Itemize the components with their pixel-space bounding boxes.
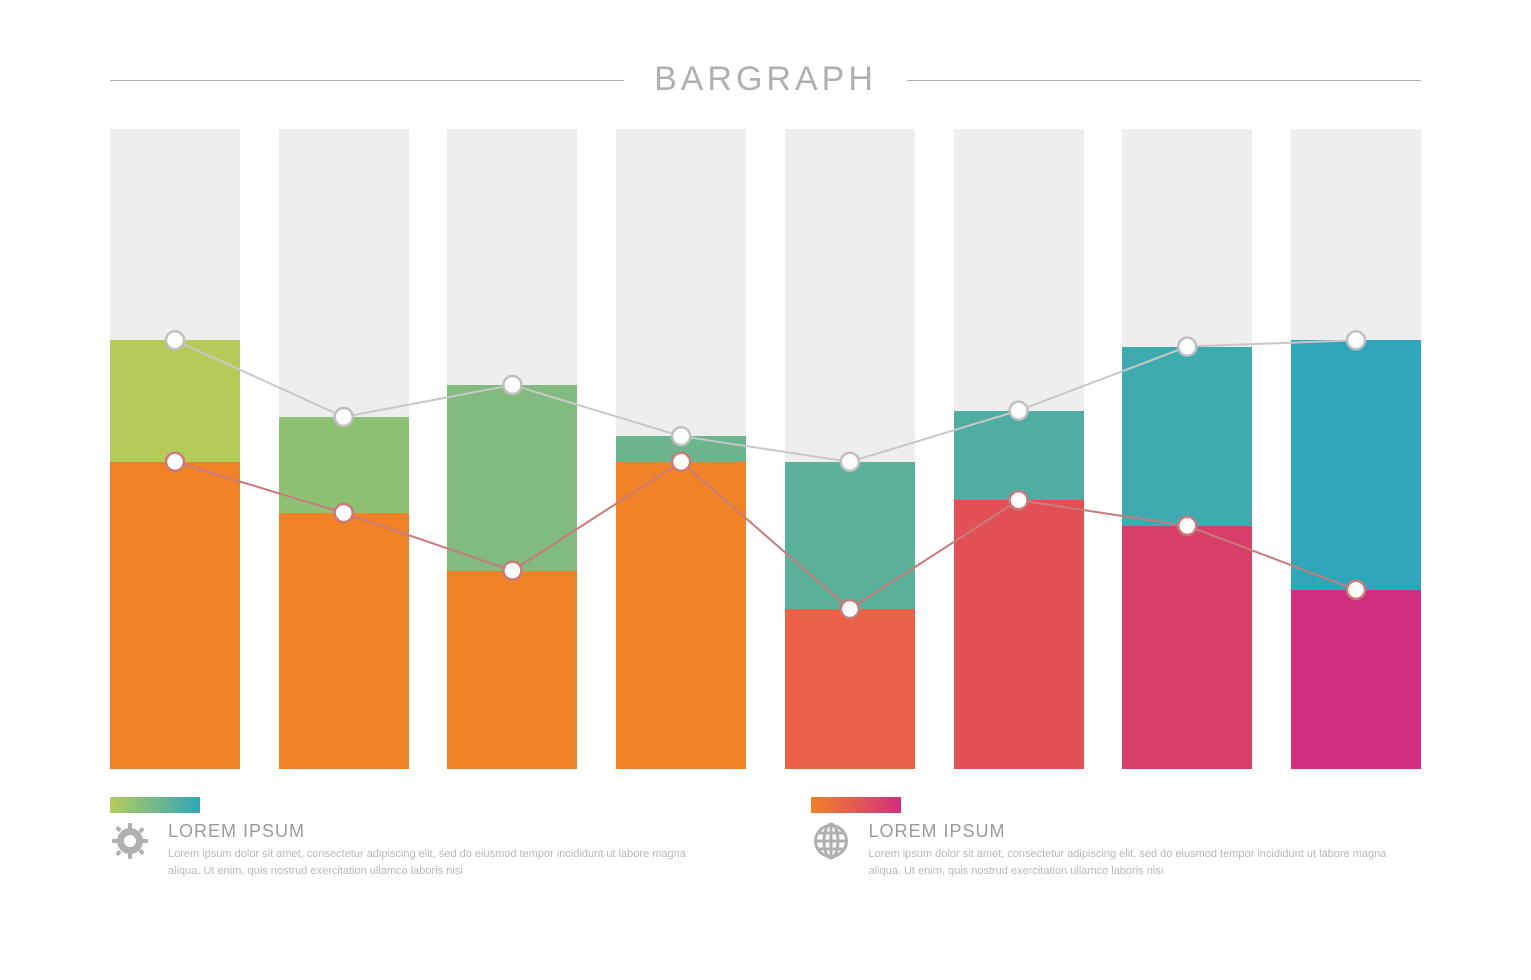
bar-bottom-segment — [616, 462, 746, 769]
bar-column — [785, 129, 915, 769]
legend-item-2: LOREM IPSUM Lorem ipsum dolor sit amet, … — [811, 797, 1422, 879]
bar-column — [1291, 129, 1421, 769]
bar-top-segment — [1122, 347, 1252, 526]
globe-icon — [811, 821, 851, 861]
bar-column — [954, 129, 1084, 769]
chart-area — [110, 129, 1421, 769]
bar-column — [616, 129, 746, 769]
bar-bottom-segment — [447, 571, 577, 769]
bar-column — [279, 129, 409, 769]
bar-top-segment — [110, 340, 240, 462]
bar-bottom-segment — [1122, 526, 1252, 769]
bar-top-segment — [279, 417, 409, 513]
bar-top-segment — [1291, 340, 1421, 590]
bars-container — [110, 129, 1421, 769]
legend-swatch-1 — [110, 797, 200, 813]
page: BARGRAPH — [0, 0, 1531, 980]
legend-title-2: LOREM IPSUM — [869, 821, 1422, 842]
bar-bottom-segment — [1291, 590, 1421, 769]
bar-top-segment — [785, 462, 915, 609]
legend-row: LOREM IPSUM Lorem ipsum dolor sit amet, … — [110, 797, 1421, 879]
legend-item-1: LOREM IPSUM Lorem ipsum dolor sit amet, … — [110, 797, 721, 879]
legend-swatch-2 — [811, 797, 901, 813]
bar-top-segment — [954, 411, 1084, 501]
bar-column — [1122, 129, 1252, 769]
title-area: BARGRAPH — [110, 60, 1421, 99]
bar-bottom-segment — [279, 513, 409, 769]
bar-top-segment — [616, 436, 746, 462]
bar-column — [110, 129, 240, 769]
bar-column — [447, 129, 577, 769]
chart-title: BARGRAPH — [624, 60, 907, 99]
legend-desc-1: Lorem ipsum dolor sit amet, consectetur … — [168, 846, 721, 879]
bar-bottom-segment — [954, 500, 1084, 769]
gear-icon — [110, 821, 150, 861]
bar-bottom-segment — [110, 462, 240, 769]
bar-bottom-segment — [785, 609, 915, 769]
bar-top-segment — [447, 385, 577, 571]
legend-title-1: LOREM IPSUM — [168, 821, 721, 842]
legend-desc-2: Lorem ipsum dolor sit amet, consectetur … — [869, 846, 1422, 879]
